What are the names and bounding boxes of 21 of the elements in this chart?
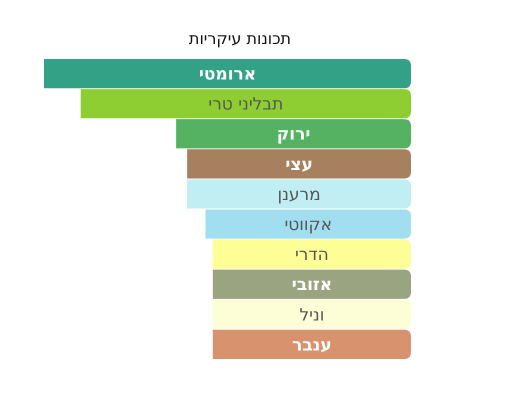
bar	[212, 270, 411, 299]
bar	[212, 300, 411, 329]
y-tick-label: ענבר	[292, 335, 332, 356]
bar	[80, 89, 411, 118]
y-tick-label: וניל	[299, 305, 324, 326]
y-tick-label: ירוק	[276, 124, 310, 145]
bar	[44, 59, 411, 88]
bar	[205, 209, 411, 239]
bar	[187, 179, 411, 209]
y-tick-label: ארומטי	[198, 64, 256, 85]
chart-title: תכונות עיקריות	[188, 29, 292, 48]
y-tick-label: הדרי	[295, 245, 329, 266]
bar	[212, 240, 411, 269]
bar	[176, 119, 411, 148]
bar	[187, 149, 411, 178]
bar	[212, 330, 411, 359]
y-tick-label: אזובי	[292, 275, 332, 296]
y-tick-label: מרענן	[277, 184, 321, 205]
y-tick-label: תבליני טרי	[208, 94, 284, 115]
y-tick-label: אקווטי	[284, 214, 332, 235]
y-tick-label: עצי	[285, 154, 313, 175]
